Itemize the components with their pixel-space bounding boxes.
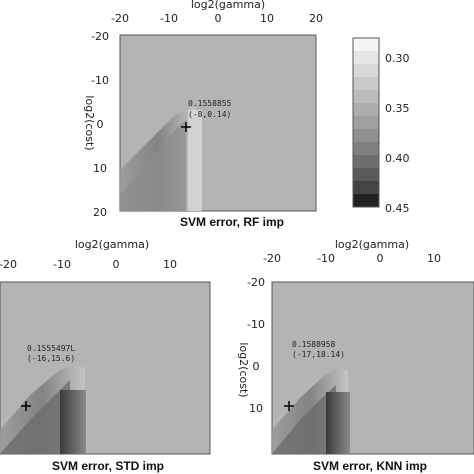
y-tick-label: 10 bbox=[249, 402, 263, 415]
legend-label: 0.40 bbox=[385, 152, 410, 165]
y-tick-label: 0 bbox=[253, 360, 260, 373]
x-axis-label-rf: log2(gamma) bbox=[191, 0, 265, 11]
panel-knn-imp: 0.1588958 (-17,18.14) -20 -10 0 10 log2(… bbox=[237, 238, 474, 473]
x-ticks-knn: -20 -10 0 10 bbox=[263, 252, 441, 265]
best-point-std bbox=[21, 401, 31, 411]
error-ridge-inner-knn bbox=[272, 385, 336, 454]
y-ticks-rf: -20 -10 0 10 20 bbox=[91, 30, 109, 219]
annotation-coord-rf: (-8,0.14) bbox=[188, 110, 231, 119]
vertical-stripe-rf bbox=[188, 110, 202, 211]
y-tick-label: -20 bbox=[91, 30, 109, 43]
x-axis-label-std: log2(gamma) bbox=[75, 238, 149, 251]
x-tick-label: 10 bbox=[163, 258, 177, 271]
x-tick-label: -10 bbox=[317, 252, 335, 265]
x-tick-label: -10 bbox=[53, 258, 71, 271]
title-knn: SVM error, KNN imp bbox=[313, 459, 427, 473]
x-tick-label: 0 bbox=[113, 258, 120, 271]
x-axis-label-knn: log2(gamma) bbox=[335, 238, 409, 251]
annotation-value-std: 0.1555497L bbox=[27, 344, 75, 353]
annotation-value-rf: 0.1558855 bbox=[188, 99, 232, 108]
y-tick-label: -10 bbox=[91, 74, 109, 87]
best-point-rf bbox=[181, 122, 191, 132]
legend-label: 0.45 bbox=[385, 202, 410, 215]
y-tick-label: 0 bbox=[97, 118, 104, 131]
panel-std-imp: 0.1555497L (-16,15.6) -20 -10 0 10 log2(… bbox=[0, 238, 211, 473]
annotation-coord-knn: (-17,18.14) bbox=[292, 350, 345, 359]
panel-rf-imp: 0.1558855 (-8,0.14) -20 -10 0 10 20 log2… bbox=[83, 0, 410, 229]
x-ticks-std: -20 -10 0 10 bbox=[0, 258, 177, 271]
x-tick-label: -20 bbox=[0, 258, 17, 271]
y-tick-label: 10 bbox=[93, 162, 107, 175]
color-legend: 0.30 0.35 0.40 0.45 bbox=[352, 37, 410, 215]
annotation-coord-std: (-16,15.6) bbox=[27, 354, 75, 363]
y-tick-label: -10 bbox=[247, 318, 265, 331]
error-ridge-inner-rf bbox=[120, 120, 186, 211]
y-axis-label-rf: log2(cost) bbox=[83, 95, 96, 150]
y-tick-label: -20 bbox=[247, 276, 265, 289]
dark-stripe-std bbox=[60, 390, 86, 454]
y-ticks-knn: -20 -10 0 10 bbox=[247, 276, 265, 415]
legend-label: 0.30 bbox=[385, 52, 410, 65]
x-tick-label: 10 bbox=[260, 12, 274, 25]
annotation-value-knn: 0.1588958 bbox=[292, 340, 336, 349]
x-ticks-rf: -20 -10 0 10 20 bbox=[111, 12, 323, 25]
best-point-knn bbox=[284, 401, 294, 411]
title-rf: SVM error, RF imp bbox=[180, 215, 284, 229]
x-tick-label: -20 bbox=[263, 252, 281, 265]
title-std: SVM error, STD imp bbox=[52, 459, 164, 473]
dark-stripe-knn bbox=[326, 392, 350, 454]
y-tick-label: 20 bbox=[93, 206, 107, 219]
x-tick-label: -20 bbox=[111, 12, 129, 25]
x-tick-label: 0 bbox=[377, 252, 384, 265]
x-tick-label: -10 bbox=[160, 12, 178, 25]
x-tick-label: 10 bbox=[427, 252, 441, 265]
y-axis-label-knn: log2(cost) bbox=[237, 342, 250, 397]
x-tick-label: 0 bbox=[215, 12, 222, 25]
legend-label: 0.35 bbox=[385, 102, 410, 115]
error-ridge-inner-std bbox=[0, 380, 70, 454]
x-tick-label: 20 bbox=[309, 12, 323, 25]
